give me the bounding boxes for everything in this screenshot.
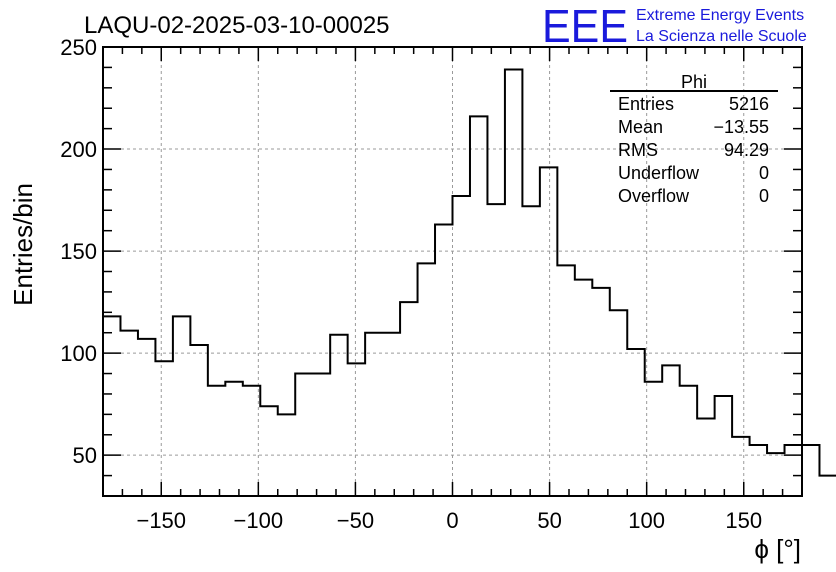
- stats-label-underflow: Underflow: [618, 163, 700, 183]
- x-tick-label: 100: [628, 508, 665, 533]
- chart-title: LAQU-02-2025-03-10-00025: [84, 12, 390, 39]
- tick-labels: −150 −100 −50 0 50 100 150 50 100 150 200 250: [60, 35, 762, 533]
- x-tick-label: 0: [446, 508, 458, 533]
- eee-logo: EEE Extreme Energy Events La Scienza nel…: [542, 0, 807, 52]
- y-axis-title: Entries/bin: [8, 183, 38, 306]
- y-tick-label: 250: [60, 35, 97, 60]
- stats-label-overflow: Overflow: [618, 186, 690, 206]
- x-tick-label: 50: [537, 508, 561, 533]
- stats-label-rms: RMS: [618, 140, 658, 160]
- stats-title: Phi: [681, 72, 707, 92]
- x-tick-label: 150: [725, 508, 762, 533]
- logo-line2: La Scienza nelle Scuole: [636, 28, 807, 45]
- stats-value-underflow: 0: [759, 163, 769, 183]
- axis-ticks: [102, 46, 803, 497]
- y-tick-label: 200: [60, 137, 97, 162]
- y-tick-label: 100: [60, 341, 97, 366]
- y-tick-label: 50: [73, 443, 97, 468]
- stats-label-mean: Mean: [618, 117, 663, 137]
- logo-mark: EEE: [542, 0, 628, 52]
- stats-label-entries: Entries: [618, 94, 674, 114]
- histogram-line: [103, 68, 836, 477]
- x-tick-label: −100: [234, 508, 284, 533]
- stats-value-overflow: 0: [759, 186, 769, 206]
- stats-value-rms: 94.29: [724, 140, 769, 160]
- x-axis-title: ϕ [°]: [754, 534, 801, 564]
- y-tick-label: 150: [60, 239, 97, 264]
- logo-line1: Extreme Energy Events: [636, 7, 804, 24]
- stats-value-entries: 5216: [729, 94, 769, 114]
- grid-lines: [103, 46, 802, 496]
- x-tick-label: −50: [337, 508, 374, 533]
- x-tick-label: −150: [136, 508, 186, 533]
- stats-box: Phi Entries 5216 Mean −13.55 RMS 94.29 U…: [610, 72, 778, 206]
- stats-value-mean: −13.55: [713, 117, 769, 137]
